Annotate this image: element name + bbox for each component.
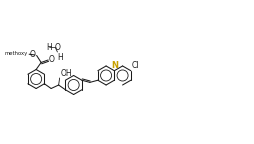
Text: H: H (57, 53, 63, 62)
Text: O: O (49, 55, 55, 64)
Text: Cl: Cl (132, 61, 139, 70)
Text: O: O (55, 43, 61, 52)
Text: O: O (30, 50, 36, 59)
Text: H: H (47, 43, 52, 52)
Text: OH: OH (60, 69, 72, 77)
Text: N: N (111, 61, 118, 70)
Text: —: — (49, 43, 57, 52)
Text: methoxy: methoxy (5, 51, 28, 56)
